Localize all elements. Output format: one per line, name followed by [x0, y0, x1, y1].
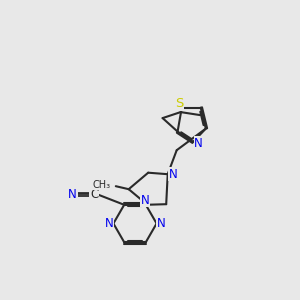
Text: N: N — [194, 137, 203, 150]
Text: N: N — [141, 194, 150, 207]
Text: S: S — [175, 98, 184, 110]
Text: C: C — [90, 188, 98, 201]
Text: CH₃: CH₃ — [93, 180, 111, 190]
Text: N: N — [68, 188, 77, 201]
Text: N: N — [104, 217, 113, 230]
Text: N: N — [169, 168, 178, 181]
Text: N: N — [157, 217, 166, 230]
